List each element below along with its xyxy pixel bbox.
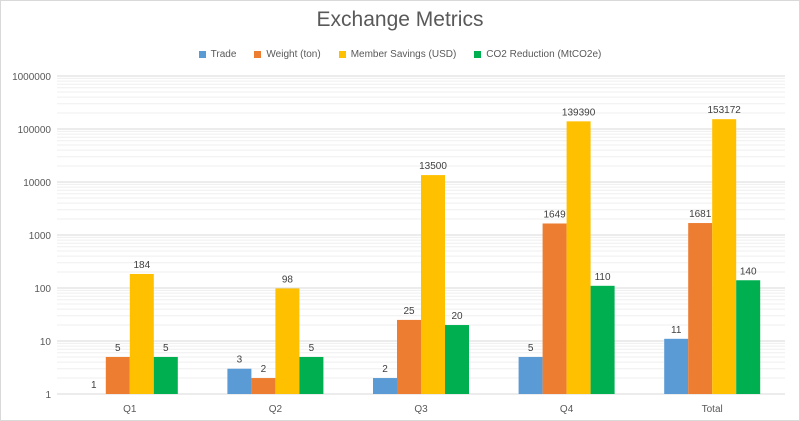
- data-label: 110: [595, 272, 611, 283]
- bar: [373, 378, 397, 394]
- data-label: 2: [261, 364, 267, 375]
- bar: [299, 356, 324, 394]
- data-label: 1: [91, 380, 97, 391]
- legend-label: Member Savings (USD): [350, 49, 457, 60]
- bar: [397, 319, 421, 394]
- legend-item: Member Savings (USD): [338, 49, 457, 60]
- data-label: 153172: [708, 105, 742, 116]
- data-label: 5: [163, 343, 169, 354]
- bar: [227, 368, 252, 394]
- chart-legend: Trade Weight (ton) Member Savings (USD) CO2…: [0, 49, 800, 60]
- bar: [421, 175, 445, 394]
- data-label: 3: [237, 355, 243, 366]
- bar: [129, 273, 154, 394]
- legend-swatch: [338, 51, 346, 58]
- bar: [566, 121, 591, 395]
- data-label: 1649: [543, 209, 566, 220]
- chart-title: Exchange Metrics: [316, 8, 484, 31]
- data-label: 25: [403, 306, 415, 317]
- legend-label: CO2 Reduction (MtCO2e): [486, 49, 602, 60]
- x-category-label: Q1: [123, 404, 137, 415]
- data-label: 5: [309, 343, 315, 354]
- data-label: 11: [671, 325, 682, 336]
- bar: [445, 325, 469, 394]
- data-label: 184: [133, 260, 150, 271]
- bar: [251, 378, 276, 394]
- legend-label: Trade: [210, 49, 237, 60]
- bar: [688, 223, 713, 394]
- data-label: 13500: [419, 161, 447, 172]
- y-tick-label: 10000: [23, 178, 51, 189]
- bar: [518, 356, 543, 394]
- y-tick-label: 1: [45, 390, 51, 401]
- y-tick-label: 100: [34, 284, 51, 295]
- y-tick-label: 10: [40, 337, 52, 348]
- bar: [736, 280, 761, 394]
- bar: [153, 356, 178, 394]
- legend-swatch: [254, 51, 262, 58]
- legend-item: Weight (ton): [254, 49, 321, 60]
- legend-swatch: [474, 51, 482, 58]
- bar: [664, 338, 689, 394]
- x-category-label: Q3: [414, 404, 428, 415]
- y-tick-label: 100000: [18, 125, 52, 136]
- data-label: 2: [382, 364, 388, 375]
- data-label: 5: [115, 343, 121, 354]
- bar: [590, 285, 615, 394]
- legend-label: Weight (ton): [266, 49, 321, 60]
- data-label: 1681: [689, 209, 712, 220]
- bar: [542, 223, 567, 394]
- bar: [105, 356, 130, 394]
- data-label: 98: [282, 274, 294, 285]
- data-label: 20: [451, 311, 463, 322]
- y-tick-label: 1000: [29, 231, 52, 242]
- data-label: 139390: [562, 107, 596, 118]
- legend-item: Trade: [198, 49, 237, 60]
- legend-item: CO2 Reduction (MtCO2e): [474, 49, 601, 60]
- x-category-label: Q2: [269, 404, 283, 415]
- x-category-label: Q4: [560, 404, 574, 415]
- bar: [275, 288, 300, 394]
- legend-swatch: [198, 51, 206, 58]
- data-label: 140: [740, 266, 757, 277]
- y-tick-label: 1000000: [12, 72, 51, 83]
- bar: [712, 119, 737, 395]
- x-category-label: Total: [702, 404, 723, 415]
- data-label: 5: [528, 343, 534, 354]
